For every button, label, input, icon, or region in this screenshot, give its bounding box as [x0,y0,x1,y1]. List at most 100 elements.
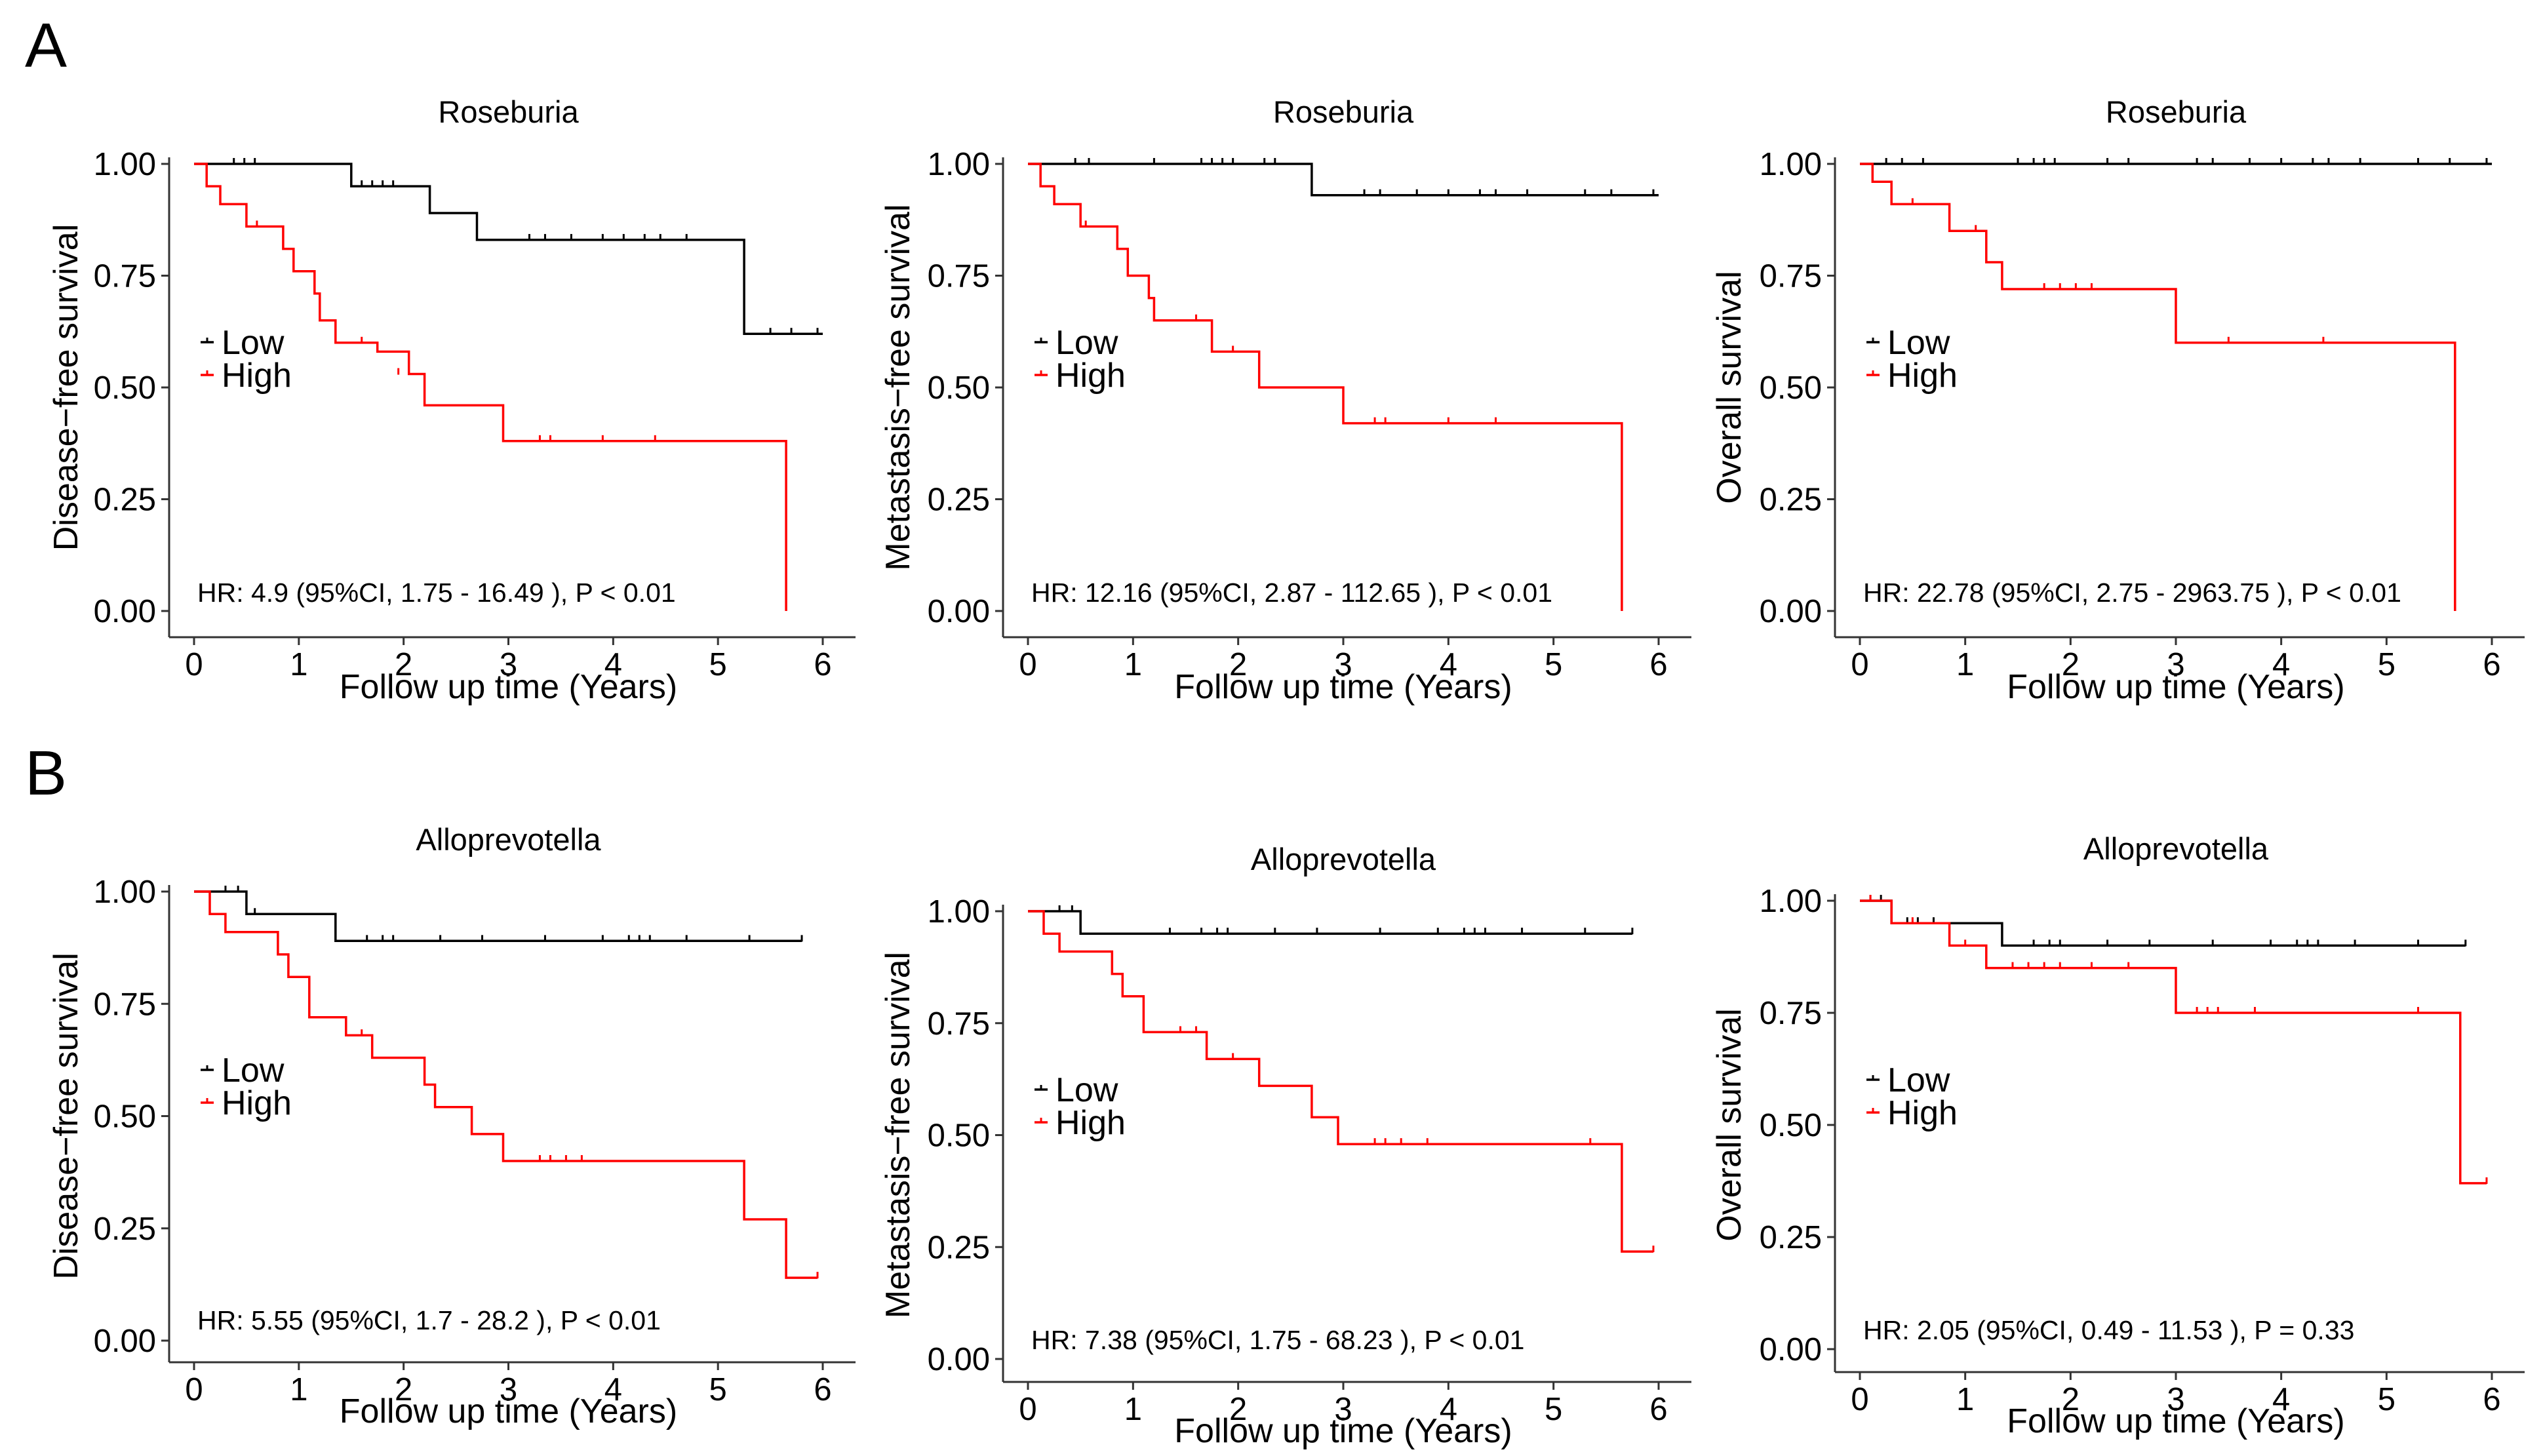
km-curve-high [1028,163,1623,611]
km-curve-low [1860,899,2466,947]
y-tick-label: 0.50 [928,1118,990,1154]
x-tick-label: 2 [1229,647,1247,682]
hazard-ratio-annotation: HR: 12.16 (95%CI, 2.87 - 112.65 ), P < 0… [1031,578,1552,608]
hazard-ratio-annotation: HR: 2.05 (95%CI, 0.49 - 11.53 ), P = 0.3… [1863,1315,2354,1345]
km-plot-1: Roseburia 0.00 0.25 0.50 0.75 1.00 0 1 2 3 4 5 6 Foll… [47,94,856,706]
x-tick-label: 1 [1124,1392,1142,1427]
y-tick-label: 0.25 [1760,1220,1822,1255]
x-tick-label: 3 [2167,1382,2184,1417]
legend-label-high: High [1887,357,1958,395]
y-tick-label: 1.00 [94,147,156,182]
x-tick-label: 3 [2167,647,2184,682]
y-tick-label: 0.50 [94,1099,156,1135]
y-axis-label: Metastasis−free survival [879,204,917,570]
plots-container: Roseburia 0.00 0.25 0.50 0.75 1.00 0 1 2 3 4 5 6 Foll… [47,94,2525,1450]
y-tick-label: 0.25 [1760,482,1822,518]
km-curve-low [1028,163,1659,197]
chart-title: Alloprevotella [2083,831,2269,866]
y-tick-label: 0.75 [1760,259,1822,294]
panel-letter-a: A [25,10,67,81]
y-tick-label: 0.50 [928,370,990,406]
km-curve-high [1028,910,1653,1253]
legend-label-high: High [222,357,292,395]
km-curve-high [1860,163,2456,611]
y-tick-label: 0.00 [1760,594,1822,629]
legend-label-high: High [1055,357,1126,395]
x-tick-label: 4 [604,647,622,682]
km-curve-high [194,890,818,1279]
x-tick-label: 5 [709,647,727,682]
y-tick-label: 1.00 [1760,147,1822,182]
km-plot-4: Alloprevotella 0.00 0.25 0.50 0.75 1.00 0 1 2 3 4 5… [47,822,856,1430]
x-tick-label: 6 [2483,1382,2500,1417]
x-tick-label: 1 [290,647,307,682]
x-tick-label: 4 [1440,1392,1457,1427]
x-tick-label: 6 [1649,647,1667,682]
legend-label-low: Low [1055,324,1118,362]
y-tick-label: 0.75 [94,259,156,294]
x-tick-label: 1 [290,1372,307,1407]
x-tick-label: 6 [2483,647,2500,682]
y-tick-label: 0.50 [94,370,156,406]
hazard-ratio-annotation: HR: 7.38 (95%CI, 1.75 - 68.23 ), P < 0.0… [1031,1325,1524,1355]
km-plot-2: Roseburia 0.00 0.25 0.50 0.75 1.00 0 1 2 3 4 5 6 Foll… [879,94,1691,706]
chart-title: Alloprevotella [416,822,601,857]
km-curve-low [194,890,802,943]
y-tick-label: 0.25 [928,482,990,518]
km-curve-low [194,163,823,335]
x-tick-label: 1 [1956,1382,1974,1417]
y-tick-label: 0.50 [1760,1108,1822,1143]
legend-label-low: Low [1055,1071,1118,1109]
legend-label-high: High [1887,1094,1958,1132]
x-tick-label: 2 [2062,647,2080,682]
y-tick-label: 0.00 [928,1342,990,1377]
x-axis-label: Follow up time (Years) [1174,1412,1512,1450]
y-tick-label: 0.25 [94,1211,156,1247]
x-tick-label: 0 [185,1372,203,1407]
x-tick-label: 4 [604,1372,622,1407]
x-tick-label: 2 [395,647,412,682]
y-tick-label: 0.00 [94,594,156,629]
y-tick-label: 0.25 [928,1230,990,1265]
x-axis-label: Follow up time (Years) [340,1392,677,1430]
x-axis-label: Follow up time (Years) [2007,668,2344,706]
chart-title: Alloprevotella [1251,842,1436,876]
x-axis-label: Follow up time (Years) [340,668,677,706]
x-tick-label: 0 [1851,647,1868,682]
km-curve-low [1028,910,1632,935]
y-axis-label: Disease−free survival [47,953,85,1280]
km-plot-3: Roseburia 0.00 0.25 0.50 0.75 1.00 0 1 2 3 4 5 6 Foll… [1710,94,2525,706]
x-axis-label: Follow up time (Years) [1174,668,1512,706]
y-tick-label: 0.00 [928,594,990,629]
legend-label-high: High [1055,1104,1126,1142]
y-tick-label: 0.75 [928,259,990,294]
y-tick-label: 1.00 [1760,884,1822,919]
x-tick-label: 4 [2272,1382,2290,1417]
y-tick-label: 1.00 [928,147,990,182]
x-tick-label: 0 [1851,1382,1868,1417]
legend-label-low: Low [1887,1061,1950,1099]
x-tick-label: 3 [500,647,517,682]
x-tick-label: 0 [1019,1392,1036,1427]
chart-title: Roseburia [1273,94,1414,129]
chart-title: Roseburia [2106,94,2247,129]
y-tick-label: 0.75 [94,987,156,1022]
x-tick-label: 1 [1124,647,1142,682]
km-curve-high [1860,899,2487,1185]
x-tick-label: 2 [1229,1392,1247,1427]
hazard-ratio-annotation: HR: 5.55 (95%CI, 1.7 - 28.2 ), P < 0.01 [197,1305,661,1335]
x-tick-label: 5 [2378,1382,2395,1417]
x-tick-label: 3 [1334,647,1352,682]
legend-label-low: Low [222,1052,285,1090]
chart-title: Roseburia [438,94,579,129]
y-tick-label: 1.00 [94,875,156,910]
y-tick-label: 0.00 [94,1324,156,1359]
km-plot-5: Alloprevotella 0.00 0.25 0.50 0.75 1.00 0 1 2 3 4 5… [879,842,1691,1450]
x-tick-label: 5 [1545,1392,1562,1427]
y-axis-label: Metastasis−free survival [879,952,917,1318]
legend-label-high: High [222,1084,292,1122]
x-tick-label: 5 [709,1372,727,1407]
y-axis-label: Overall survival [1710,271,1748,503]
x-tick-label: 4 [2272,647,2290,682]
